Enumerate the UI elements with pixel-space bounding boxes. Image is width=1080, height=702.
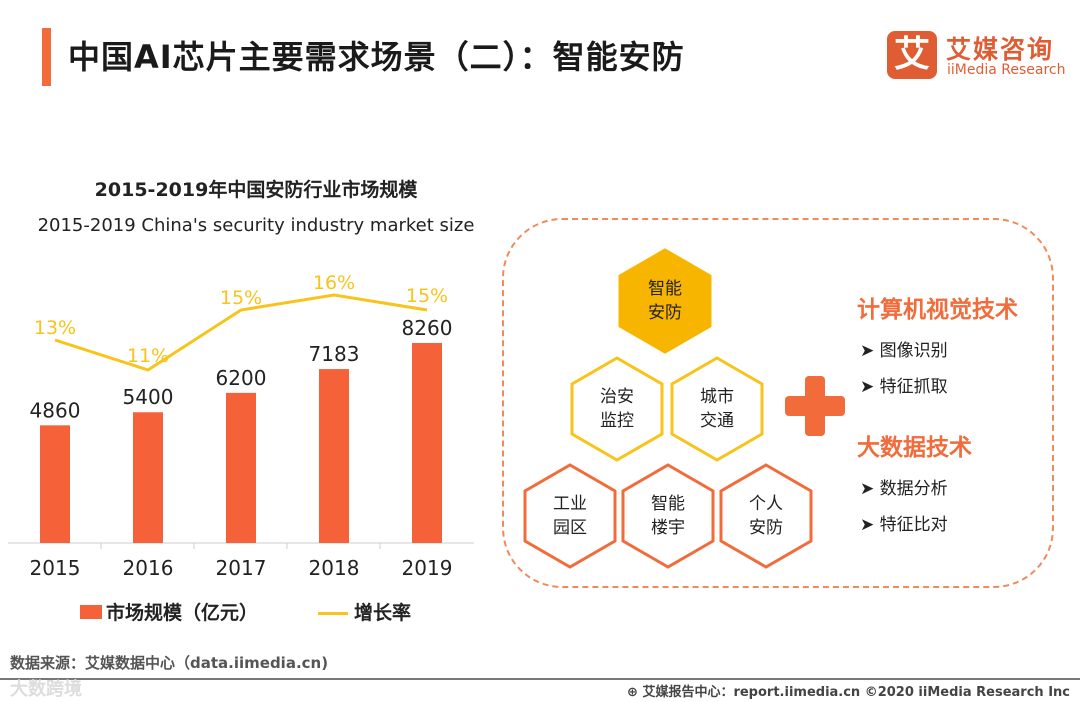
hexagon-shape xyxy=(618,248,712,354)
growth-line xyxy=(54,293,428,372)
tech-title-bigdata: 大数据技术 xyxy=(857,435,972,461)
tech-item-label: 特征抓取 xyxy=(879,377,948,397)
bar-value-label: 7183 xyxy=(309,342,360,366)
x-tick-label: 2016 xyxy=(123,556,174,580)
x-tick-label: 2015 xyxy=(30,556,81,580)
x-tick-label: 2019 xyxy=(402,556,453,580)
legend-bar: 市场规模（亿元） xyxy=(80,598,258,625)
scenario-hex: 智能 楼宇 xyxy=(620,462,716,570)
footer-report-text: 艾媒报告中心：report.iimedia.cn ©2020 iiMedia R… xyxy=(642,685,1070,700)
logo-icon: 艾 xyxy=(887,31,937,79)
hexagon-shape xyxy=(621,463,715,569)
bar xyxy=(226,392,256,543)
tech-item: ➤ 特征抓取 xyxy=(860,377,948,397)
x-tick-label: 2018 xyxy=(309,556,360,580)
scenario-hex: 城市 交通 xyxy=(669,355,765,463)
footer-divider xyxy=(0,678,1080,680)
hex-label: 城市 交通 xyxy=(700,387,734,431)
bar-value-label: 4860 xyxy=(30,398,81,422)
bar-line-chart: 4860 2015 5400 2016 6200 2017 7183 2018 8260 2019… xyxy=(8,272,474,580)
tech-item: ➤ 数据分析 xyxy=(860,479,948,499)
growth-label: 15% xyxy=(406,285,448,307)
scenario-panel xyxy=(502,218,1054,588)
bar-value-label: 6200 xyxy=(216,366,267,390)
scenario-hex: 个人 安防 xyxy=(718,462,814,570)
title-accent-bar xyxy=(42,28,51,86)
hexagon-shape xyxy=(570,356,664,462)
bar xyxy=(319,369,349,543)
tech-item-label: 图像识别 xyxy=(879,341,948,361)
logo-text-cn: 艾媒咨询 xyxy=(946,35,1055,64)
legend-line: 增长率 xyxy=(318,598,411,625)
chart-subtitle: 2015-2019 China's security industry mark… xyxy=(37,215,475,236)
scenario-hex: 智能 安防 xyxy=(617,247,713,355)
bar xyxy=(412,343,442,543)
footer-report: ⊕ 艾媒报告中心：report.iimedia.cn ©2020 iiMedia… xyxy=(627,681,1070,700)
hex-label: 智能 安防 xyxy=(648,279,682,323)
tech-title-cv: 计算机视觉技术 xyxy=(857,297,1018,323)
hexagon-shape xyxy=(523,463,617,569)
legend-swatch-line xyxy=(318,612,348,615)
watermark: 大数跨境 xyxy=(10,679,82,700)
x-tick-label: 2017 xyxy=(216,556,267,580)
bar-value-label: 8260 xyxy=(402,316,453,340)
hexagon-shape xyxy=(719,463,813,569)
bar xyxy=(133,412,163,543)
page-title: 中国AI芯片主要需求场景（二）：智能安防 xyxy=(68,38,685,76)
plus-icon xyxy=(805,376,825,436)
logo-text-en: iiMedia Research xyxy=(947,62,1066,78)
hex-label: 治安 监控 xyxy=(600,387,634,431)
bar-value-label: 5400 xyxy=(123,385,174,409)
growth-label: 16% xyxy=(313,272,355,294)
data-source: 数据来源：艾媒数据中心（data.iimedia.cn) xyxy=(10,654,329,672)
legend-swatch-bar xyxy=(80,605,102,619)
hexagon-shape xyxy=(670,356,764,462)
growth-label: 11% xyxy=(127,345,169,367)
legend-label: 市场规模（亿元） xyxy=(106,602,259,624)
chart-title: 2015-2019年中国安防行业市场规模 xyxy=(94,179,418,201)
tech-item-label: 特征比对 xyxy=(879,515,948,535)
legend-label: 增长率 xyxy=(354,602,412,624)
bar xyxy=(40,425,70,543)
growth-label: 15% xyxy=(220,287,262,309)
tech-item-label: 数据分析 xyxy=(879,479,948,499)
growth-label: 13% xyxy=(34,317,76,339)
tech-item: ➤ 图像识别 xyxy=(860,341,948,361)
hex-label: 个人 安防 xyxy=(749,494,783,538)
hex-label: 智能 楼宇 xyxy=(651,494,685,538)
tech-item: ➤ 特征比对 xyxy=(860,515,948,535)
hex-label: 工业 园区 xyxy=(553,494,587,538)
scenario-hex: 工业 园区 xyxy=(522,462,618,570)
scenario-hex: 治安 监控 xyxy=(569,355,665,463)
globe-icon: ⊕ xyxy=(627,685,643,700)
